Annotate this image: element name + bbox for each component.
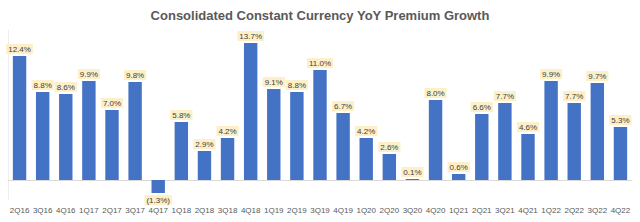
- svg-text:3Q16: 3Q16: [33, 206, 53, 215]
- svg-text:3Q17: 3Q17: [125, 206, 145, 215]
- svg-text:9.8%: 9.8%: [126, 71, 144, 80]
- svg-text:4Q20: 4Q20: [426, 206, 446, 215]
- svg-text:1Q20: 1Q20: [356, 206, 376, 215]
- svg-text:9.9%: 9.9%: [80, 70, 98, 79]
- svg-text:3Q22: 3Q22: [588, 206, 608, 215]
- svg-text:7.7%: 7.7%: [565, 92, 583, 101]
- svg-text:4Q19: 4Q19: [333, 206, 353, 215]
- svg-text:8.8%: 8.8%: [34, 81, 52, 90]
- svg-text:2Q16: 2Q16: [10, 206, 30, 215]
- svg-text:8.0%: 8.0%: [426, 89, 444, 98]
- svg-text:9.1%: 9.1%: [265, 78, 283, 87]
- svg-text:12.4%: 12.4%: [8, 45, 31, 54]
- svg-text:2Q18: 2Q18: [195, 206, 215, 215]
- svg-text:4Q16: 4Q16: [56, 206, 76, 215]
- svg-text:2.6%: 2.6%: [380, 143, 398, 152]
- svg-text:2Q22: 2Q22: [564, 206, 584, 215]
- svg-text:5.3%: 5.3%: [611, 116, 629, 125]
- svg-text:1Q18: 1Q18: [172, 206, 192, 215]
- svg-text:1Q17: 1Q17: [79, 206, 99, 215]
- svg-text:2Q17: 2Q17: [102, 206, 122, 215]
- svg-text:0.6%: 0.6%: [450, 163, 468, 172]
- svg-text:6.6%: 6.6%: [473, 103, 491, 112]
- svg-text:4.6%: 4.6%: [519, 123, 537, 132]
- svg-text:1Q19: 1Q19: [264, 206, 284, 215]
- svg-text:8.8%: 8.8%: [288, 81, 306, 90]
- svg-text:11.0%: 11.0%: [309, 59, 331, 68]
- svg-text:4Q17: 4Q17: [148, 206, 168, 215]
- svg-text:3Q18: 3Q18: [218, 206, 238, 215]
- svg-text:7.7%: 7.7%: [496, 92, 514, 101]
- svg-text:4.2%: 4.2%: [357, 127, 375, 136]
- svg-text:2.9%: 2.9%: [195, 140, 213, 149]
- svg-text:3Q19: 3Q19: [310, 206, 330, 215]
- svg-text:1Q21: 1Q21: [449, 206, 469, 215]
- svg-text:4Q22: 4Q22: [611, 206, 631, 215]
- svg-text:(1.3%): (1.3%): [146, 196, 170, 205]
- svg-text:4Q18: 4Q18: [241, 206, 261, 215]
- svg-text:1Q22: 1Q22: [541, 206, 561, 215]
- svg-text:4.2%: 4.2%: [218, 127, 236, 136]
- svg-text:2Q21: 2Q21: [472, 206, 492, 215]
- svg-text:0.1%: 0.1%: [403, 168, 421, 177]
- svg-text:3Q20: 3Q20: [403, 206, 423, 215]
- svg-text:3Q21: 3Q21: [495, 206, 515, 215]
- svg-text:8.6%: 8.6%: [57, 83, 75, 92]
- svg-text:Consolidated Constant Currency: Consolidated Constant Currency YoY Premi…: [151, 8, 490, 23]
- svg-text:6.7%: 6.7%: [334, 102, 352, 111]
- svg-text:4Q21: 4Q21: [518, 206, 538, 215]
- svg-text:9.7%: 9.7%: [588, 72, 606, 81]
- svg-text:7.0%: 7.0%: [103, 99, 121, 108]
- svg-text:5.8%: 5.8%: [172, 111, 190, 120]
- svg-text:13.7%: 13.7%: [239, 32, 262, 41]
- svg-text:9.9%: 9.9%: [542, 70, 560, 79]
- svg-text:2Q20: 2Q20: [380, 206, 400, 215]
- svg-text:2Q19: 2Q19: [287, 206, 307, 215]
